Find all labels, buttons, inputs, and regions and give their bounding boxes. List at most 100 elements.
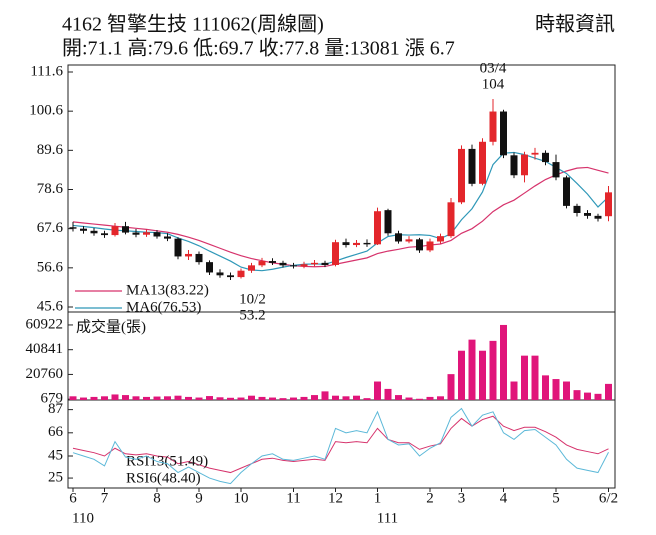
volume-bar [531, 355, 539, 400]
candle-body [227, 275, 234, 278]
y-tick-label: 89.6 [37, 142, 64, 158]
volume-bar [122, 395, 129, 400]
volume-bar [143, 396, 150, 400]
legend-label: RSI6(48.40) [126, 470, 201, 486]
volume-bar [311, 395, 318, 400]
x-tick-label: 7 [101, 490, 109, 506]
x-tick-label: 12 [328, 490, 343, 506]
candle-body [174, 238, 182, 257]
volume-bar [563, 381, 570, 400]
candle-body [258, 261, 266, 266]
candle-body [279, 262, 287, 266]
y-tick-label: 25 [48, 470, 63, 486]
volume-bar [573, 390, 581, 400]
volume-bar [468, 339, 476, 400]
candle-body [573, 205, 581, 213]
volume-bar [510, 381, 518, 400]
annotation-label: 03/4 [480, 60, 507, 76]
x-tick-label: 10 [234, 490, 249, 506]
volume-bar [174, 395, 182, 400]
panel-title: 成交量(張) [76, 317, 146, 335]
chart-title: 4162 智擎生技 111062(周線圖) [62, 13, 324, 36]
volume-bar [437, 396, 444, 400]
volume-bar [332, 395, 339, 400]
legend-label: MA6(76.53) [126, 299, 201, 315]
volume-bar [90, 396, 98, 400]
series-line [72, 407, 609, 485]
candle-body [300, 264, 308, 267]
volume-bar [605, 383, 612, 400]
candle-body [342, 242, 350, 246]
volume-bar [447, 374, 455, 400]
x-tick-label: 5 [552, 490, 560, 506]
x-tick-label: 6 [69, 490, 77, 506]
volume-bar [489, 340, 497, 400]
volume-bar [80, 397, 87, 400]
candle-body [437, 236, 444, 242]
y-tick-label: 78.6 [37, 181, 64, 197]
candle-body [164, 236, 171, 239]
y-tick-label: 67.6 [37, 220, 64, 236]
annotation-value: 53.2 [239, 307, 265, 323]
volume-bar [279, 398, 287, 400]
candle-body [405, 239, 413, 242]
volume-bar [521, 355, 528, 400]
candle-body [605, 192, 612, 217]
candle-body [426, 241, 434, 251]
volume-bar [426, 396, 434, 400]
candle-body [500, 111, 507, 156]
series-line [72, 415, 609, 474]
candle-body [552, 162, 560, 178]
series-line [72, 151, 609, 272]
volume-bar [248, 395, 255, 400]
candle-body [416, 239, 423, 251]
x-tick-label: 1 [374, 490, 382, 506]
volume-bar [363, 398, 371, 400]
y-tick-label: 87 [48, 401, 64, 417]
volume-bar [405, 397, 413, 400]
volume-bar [500, 324, 507, 400]
quote: 開:71.1 高:79.6 低:69.7 收:77.8 量:13081 漲 6.… [62, 37, 455, 60]
volume-bar [206, 396, 213, 400]
candle-body [584, 213, 591, 216]
y-tick-label: 20760 [26, 366, 64, 382]
candle-body [248, 265, 255, 271]
x-tick-label: 6/2 [599, 490, 618, 506]
y-tick-label: 60922 [26, 316, 64, 332]
candle-body [363, 242, 371, 245]
y-tick-label: 679 [41, 391, 64, 407]
candle-body [195, 253, 203, 263]
candle-body [594, 215, 602, 219]
x-tick-label: 3 [458, 490, 466, 506]
candle-body [321, 262, 329, 265]
candle-body [353, 242, 360, 246]
source: 時報資訊 [535, 13, 615, 36]
volume-bar [195, 397, 203, 400]
x-year-label: 111 [377, 510, 398, 526]
candle-body [332, 242, 339, 265]
volume-bar [290, 397, 297, 400]
volume-bar [258, 396, 266, 400]
x-tick-label: 2 [426, 490, 434, 506]
volume-bar [237, 397, 245, 400]
volume-bar [132, 396, 140, 400]
candle-body [90, 230, 98, 234]
candle-body [510, 155, 518, 176]
volume-bar [353, 395, 360, 400]
volume-bar [300, 396, 308, 400]
candle-body [447, 202, 455, 237]
candle-body [531, 152, 539, 155]
candle-body [216, 272, 224, 276]
candle-body [290, 265, 297, 267]
volume-bar [395, 395, 402, 400]
rsi-panel [67, 399, 616, 489]
candle-body [69, 227, 77, 229]
legend-label: RSI13(51.49) [126, 453, 208, 469]
annotation-label: 10/2 [239, 291, 266, 307]
volume-bar [458, 350, 465, 400]
x-tick-label: 9 [195, 490, 203, 506]
x-tick-label: 4 [500, 490, 508, 506]
volume-bar [321, 391, 329, 400]
